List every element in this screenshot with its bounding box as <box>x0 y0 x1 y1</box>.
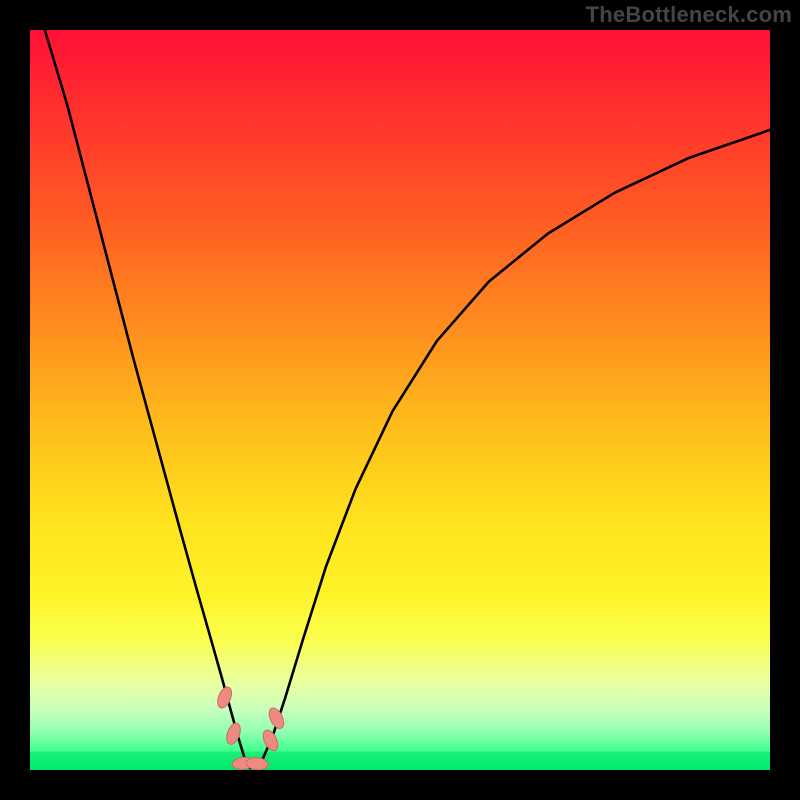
chart-frame: TheBottleneck.com <box>0 0 800 800</box>
bottleneck-chart <box>0 0 800 800</box>
baseline-band <box>30 752 770 771</box>
